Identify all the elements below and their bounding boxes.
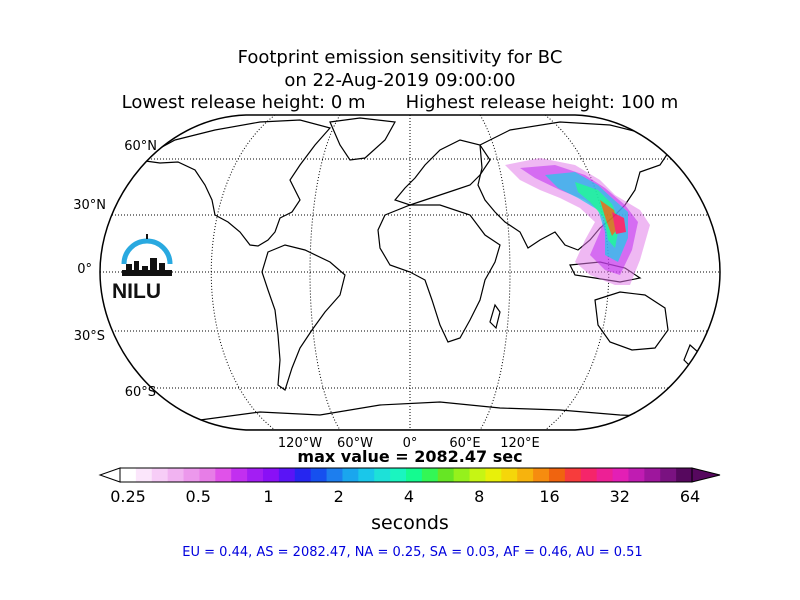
australia-outline [594, 291, 669, 351]
north-america-outline [136, 119, 332, 247]
colorbar-segment [533, 468, 550, 482]
colorbar-segment [231, 468, 248, 482]
colorbar-segment [469, 468, 486, 482]
colorbar-segment [326, 468, 343, 482]
logo-arc [121, 238, 173, 265]
colorbar-segment [199, 468, 216, 482]
colorbar-segment [501, 468, 518, 482]
colorbar-segment [390, 468, 407, 482]
title-line-3: Lowest release height: 0 m Highest relea… [121, 92, 679, 113]
colorbar-segment [549, 468, 566, 482]
colorbar-tick-label: 4 [403, 487, 415, 506]
nilu-logo-icon [121, 234, 173, 276]
madagascar-outline [489, 303, 501, 330]
colorbar-segment [628, 468, 645, 482]
colorbar-segment [374, 468, 391, 482]
footprint-plume [505, 158, 650, 285]
max-value-label: max value = 2082.47 sec [297, 447, 523, 466]
lon-label-60w: 60°W [337, 436, 373, 451]
lon-label-60e: 60°E [449, 436, 481, 451]
nilu-logo-text: NILU [112, 280, 161, 303]
lon-label-120w: 120°W [277, 436, 323, 451]
colorbar-tick-label: 0.5 [185, 487, 211, 506]
lat-label-60s: 60°S [124, 385, 156, 400]
colorbar-tick-label: 16 [539, 487, 560, 506]
colorbar-frame [119, 467, 693, 483]
colorbar-tick-label: 32 [609, 487, 630, 506]
colorbar-segment [453, 468, 471, 482]
title-line-2: on 22-Aug-2019 09:00:00 [284, 70, 516, 91]
south-america-outline [261, 244, 346, 391]
colorbar-segment [135, 468, 153, 482]
colorbar-segment [247, 468, 264, 482]
plume-band-cyan [545, 172, 628, 262]
colorbar-segment [167, 468, 185, 482]
colorbar-segment [660, 468, 677, 482]
colorbar-segment [596, 468, 614, 482]
colorbar-segment [183, 468, 200, 482]
colorbar-segment [151, 468, 169, 482]
colorbar-segment [437, 468, 455, 482]
africa-outline [377, 204, 501, 343]
colorbar-segment [342, 468, 359, 482]
antarctica-outline [100, 401, 720, 430]
coastlines [100, 117, 720, 430]
colorbar-segment [215, 468, 232, 482]
colorbar-tick-label: 2 [333, 487, 344, 506]
colorbar-segment [294, 468, 312, 482]
colorbar-segment [120, 468, 137, 482]
colorbar-segment [564, 468, 582, 482]
lat-label-30s: 30°S [73, 329, 105, 344]
colorbar-segment [485, 468, 502, 482]
colorbar-tick-label: 0.25 [110, 487, 146, 506]
colorbar-segment [644, 468, 661, 482]
colorbar-segment [421, 468, 439, 482]
greenland-outline [329, 117, 396, 161]
plume-band-orange [600, 200, 618, 236]
lon-label-120e: 120°E [500, 436, 540, 451]
colorbar-label: seconds [371, 512, 449, 534]
colorbar-segment [358, 468, 375, 482]
europe-outline [393, 139, 491, 206]
new-zealand-outline [683, 343, 699, 370]
colorbar-segment [263, 468, 280, 482]
lon-label-0: 0° [402, 436, 418, 451]
lat-label-0: 0° [77, 262, 92, 277]
colorbar-extend-low [98, 467, 121, 483]
regional-stats: EU = 0.44, AS = 2082.47, NA = 0.25, SA =… [182, 545, 643, 560]
colorbar-segment [278, 468, 296, 482]
nilu-logo: NILU [112, 230, 182, 305]
map-boundary [99, 114, 721, 431]
plume-band-green [575, 182, 620, 248]
colorbar-segment [517, 468, 534, 482]
lat-label-30n: 30°N [73, 198, 106, 213]
colorbar-segment [612, 468, 629, 482]
colorbar-extend-high [691, 467, 721, 483]
colorbar [98, 467, 721, 483]
colorbar-tick-label: 8 [474, 487, 485, 506]
lat-label-60n: 60°N [124, 139, 157, 154]
colorbar-segment [580, 468, 598, 482]
colorbar-tick-label: 1 [263, 487, 274, 506]
colorbar-segment [406, 468, 423, 482]
colorbar-segment [310, 468, 328, 482]
plume-core [612, 212, 626, 234]
title-line-1: Footprint emission sensitivity for BC [237, 47, 563, 68]
colorbar-tick-label: 64 [679, 487, 701, 506]
colorbar-segment [676, 468, 693, 482]
